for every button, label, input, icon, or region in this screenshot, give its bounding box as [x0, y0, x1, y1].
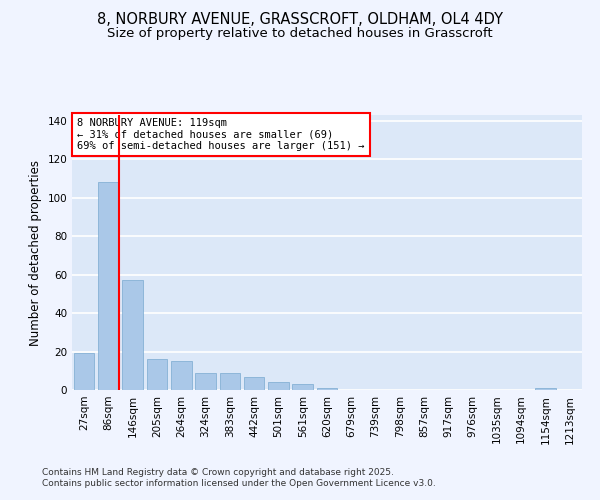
Bar [268, 382, 289, 390]
Y-axis label: Number of detached properties: Number of detached properties [29, 160, 42, 346]
Text: 8, NORBURY AVENUE, GRASSCROFT, OLDHAM, OL4 4DY: 8, NORBURY AVENUE, GRASSCROFT, OLDHAM, O… [97, 12, 503, 28]
Bar [195, 372, 216, 390]
Bar [535, 388, 556, 390]
Bar [317, 388, 337, 390]
Bar [171, 361, 191, 390]
Bar [292, 384, 313, 390]
Text: Size of property relative to detached houses in Grasscroft: Size of property relative to detached ho… [107, 28, 493, 40]
Bar [98, 182, 119, 390]
Bar [74, 354, 94, 390]
Bar [220, 372, 240, 390]
Bar [146, 359, 167, 390]
Bar [244, 376, 265, 390]
Text: 8 NORBURY AVENUE: 119sqm
← 31% of detached houses are smaller (69)
69% of semi-d: 8 NORBURY AVENUE: 119sqm ← 31% of detach… [77, 118, 365, 151]
Text: Contains HM Land Registry data © Crown copyright and database right 2025.
Contai: Contains HM Land Registry data © Crown c… [42, 468, 436, 487]
Bar [122, 280, 143, 390]
